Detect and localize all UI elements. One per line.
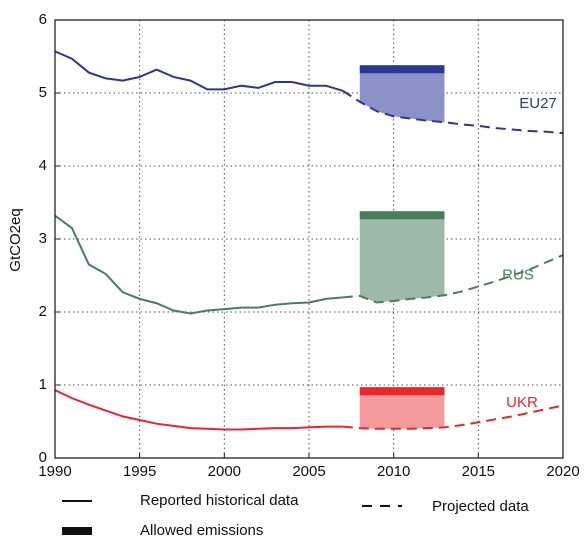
series-label: UKR: [506, 394, 538, 411]
allowed-bar: [359, 211, 445, 220]
x-tick-label: 2000: [208, 463, 241, 480]
legend-label: Allowed emissions: [140, 522, 263, 539]
x-tick-label: 2010: [377, 463, 410, 480]
x-tick-label: 1990: [38, 463, 71, 480]
y-axis-label: GtCO2eq: [7, 208, 24, 271]
y-tick-label: 2: [39, 303, 47, 320]
historical-line: [54, 214, 343, 315]
x-tick-label: 2015: [462, 463, 495, 480]
y-tick-label: 4: [39, 157, 47, 174]
series-label: EU27: [519, 95, 557, 112]
historical-line: [54, 389, 343, 431]
x-tick-label: 2020: [546, 463, 579, 480]
x-tick-label: 1995: [123, 463, 156, 480]
historical-line: [54, 50, 344, 92]
y-tick-label: 3: [39, 230, 47, 247]
legend-label: Reported historical data: [140, 492, 299, 509]
allowed-bar: [359, 65, 445, 74]
allowed-area: [359, 65, 445, 123]
allowed-area: [359, 387, 445, 429]
plot-frame: [54, 19, 564, 459]
projected-line: [342, 254, 564, 304]
x-tick-label: 2005: [292, 463, 325, 480]
allowed-area: [359, 211, 445, 303]
y-tick-label: 6: [39, 11, 47, 28]
series-label: RUS: [502, 266, 534, 283]
allowed-bar: [359, 387, 445, 396]
y-tick-label: 0: [39, 449, 47, 466]
y-tick-label: 5: [39, 84, 47, 101]
legend-label: Projected data: [432, 498, 529, 515]
y-tick-label: 1: [39, 376, 47, 393]
projected-line: [342, 89, 564, 135]
legend-bar: [62, 527, 92, 535]
projected-line: [342, 404, 564, 430]
